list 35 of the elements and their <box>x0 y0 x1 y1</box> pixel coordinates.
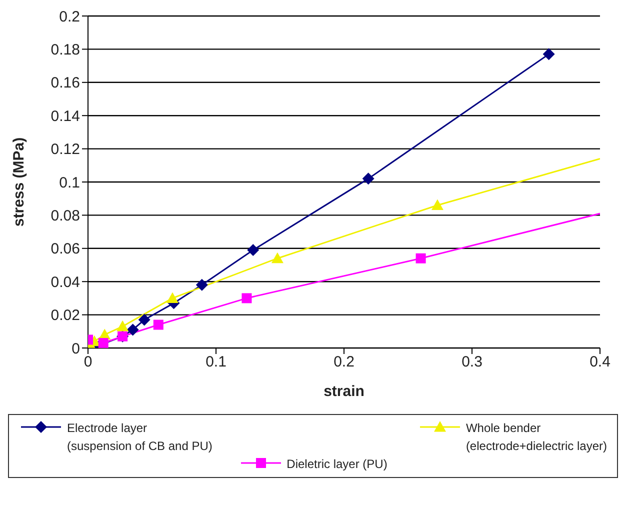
point <box>116 320 129 332</box>
y-tick-label: 0.02 <box>50 307 80 324</box>
point <box>542 48 555 60</box>
point <box>362 172 374 185</box>
legend-label: Electrode layer (suspension of CB and PU) <box>67 420 212 455</box>
y-tick-label: 0.16 <box>50 74 80 92</box>
y-tick-label: 0.1 <box>59 174 80 192</box>
x-axis-title: strain <box>324 383 364 400</box>
point <box>416 253 426 264</box>
y-tick-label: 0.18 <box>50 42 80 59</box>
y-tick-label: 0.04 <box>50 274 80 291</box>
y-tick-label: 0 <box>72 340 80 358</box>
legend-label: Dieletric layer (PU) <box>286 456 388 473</box>
point <box>126 324 139 336</box>
y-tick-label: 0.06 <box>50 240 80 258</box>
point <box>153 320 164 330</box>
point <box>431 199 444 210</box>
legend-label: Whole bender (electrode+dielectric layer) <box>466 420 607 455</box>
y-tick-label: 0.12 <box>50 141 80 158</box>
point <box>138 314 150 326</box>
y-tick-label: 0.08 <box>50 208 80 225</box>
x-tick-label: 0.4 <box>590 354 610 371</box>
point <box>196 278 208 291</box>
x-tick-label: 0.3 <box>462 354 482 371</box>
point <box>271 252 284 264</box>
x-tick-label: 0.1 <box>206 354 226 371</box>
point <box>98 338 108 348</box>
y-axis-title: stress (MPa) <box>10 137 28 227</box>
x-tick-label: 0.2 <box>334 354 354 371</box>
point <box>166 292 178 303</box>
point <box>242 293 252 304</box>
y-tick-label: 0.2 <box>59 8 80 26</box>
y-tick-label: 0.14 <box>50 108 80 125</box>
point <box>247 244 260 256</box>
x-tick-label: 0 <box>84 354 92 371</box>
